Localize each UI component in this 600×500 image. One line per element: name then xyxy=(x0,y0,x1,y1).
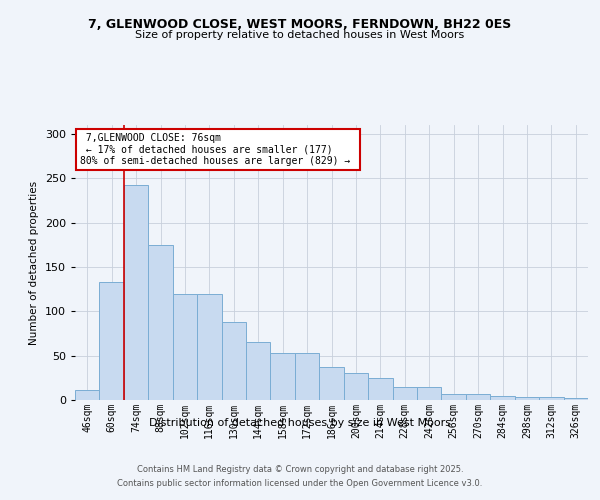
Bar xyxy=(515,398,539,400)
Bar xyxy=(148,245,173,400)
Text: 7, GLENWOOD CLOSE, WEST MOORS, FERNDOWN, BH22 0ES: 7, GLENWOOD CLOSE, WEST MOORS, FERNDOWN,… xyxy=(88,18,512,30)
Bar xyxy=(246,342,271,400)
Bar xyxy=(490,396,515,400)
Bar xyxy=(197,294,221,400)
Text: Contains HM Land Registry data © Crown copyright and database right 2025.: Contains HM Land Registry data © Crown c… xyxy=(137,466,463,474)
Bar xyxy=(295,353,319,400)
Text: 7,GLENWOOD CLOSE: 76sqm
 ← 17% of detached houses are smaller (177)
80% of semi-: 7,GLENWOOD CLOSE: 76sqm ← 17% of detache… xyxy=(80,133,356,166)
Text: Distribution of detached houses by size in West Moors: Distribution of detached houses by size … xyxy=(149,418,451,428)
Bar xyxy=(417,386,442,400)
Y-axis label: Number of detached properties: Number of detached properties xyxy=(29,180,39,344)
Bar xyxy=(368,378,392,400)
Bar xyxy=(466,394,490,400)
Bar xyxy=(539,398,563,400)
Text: Contains public sector information licensed under the Open Government Licence v3: Contains public sector information licen… xyxy=(118,480,482,488)
Bar xyxy=(563,398,588,400)
Bar xyxy=(124,186,148,400)
Bar xyxy=(100,282,124,400)
Bar xyxy=(75,390,100,400)
Bar xyxy=(442,394,466,400)
Bar xyxy=(319,367,344,400)
Bar xyxy=(344,372,368,400)
Bar xyxy=(221,322,246,400)
Bar xyxy=(271,353,295,400)
Bar xyxy=(392,386,417,400)
Text: Size of property relative to detached houses in West Moors: Size of property relative to detached ho… xyxy=(136,30,464,40)
Bar xyxy=(173,294,197,400)
